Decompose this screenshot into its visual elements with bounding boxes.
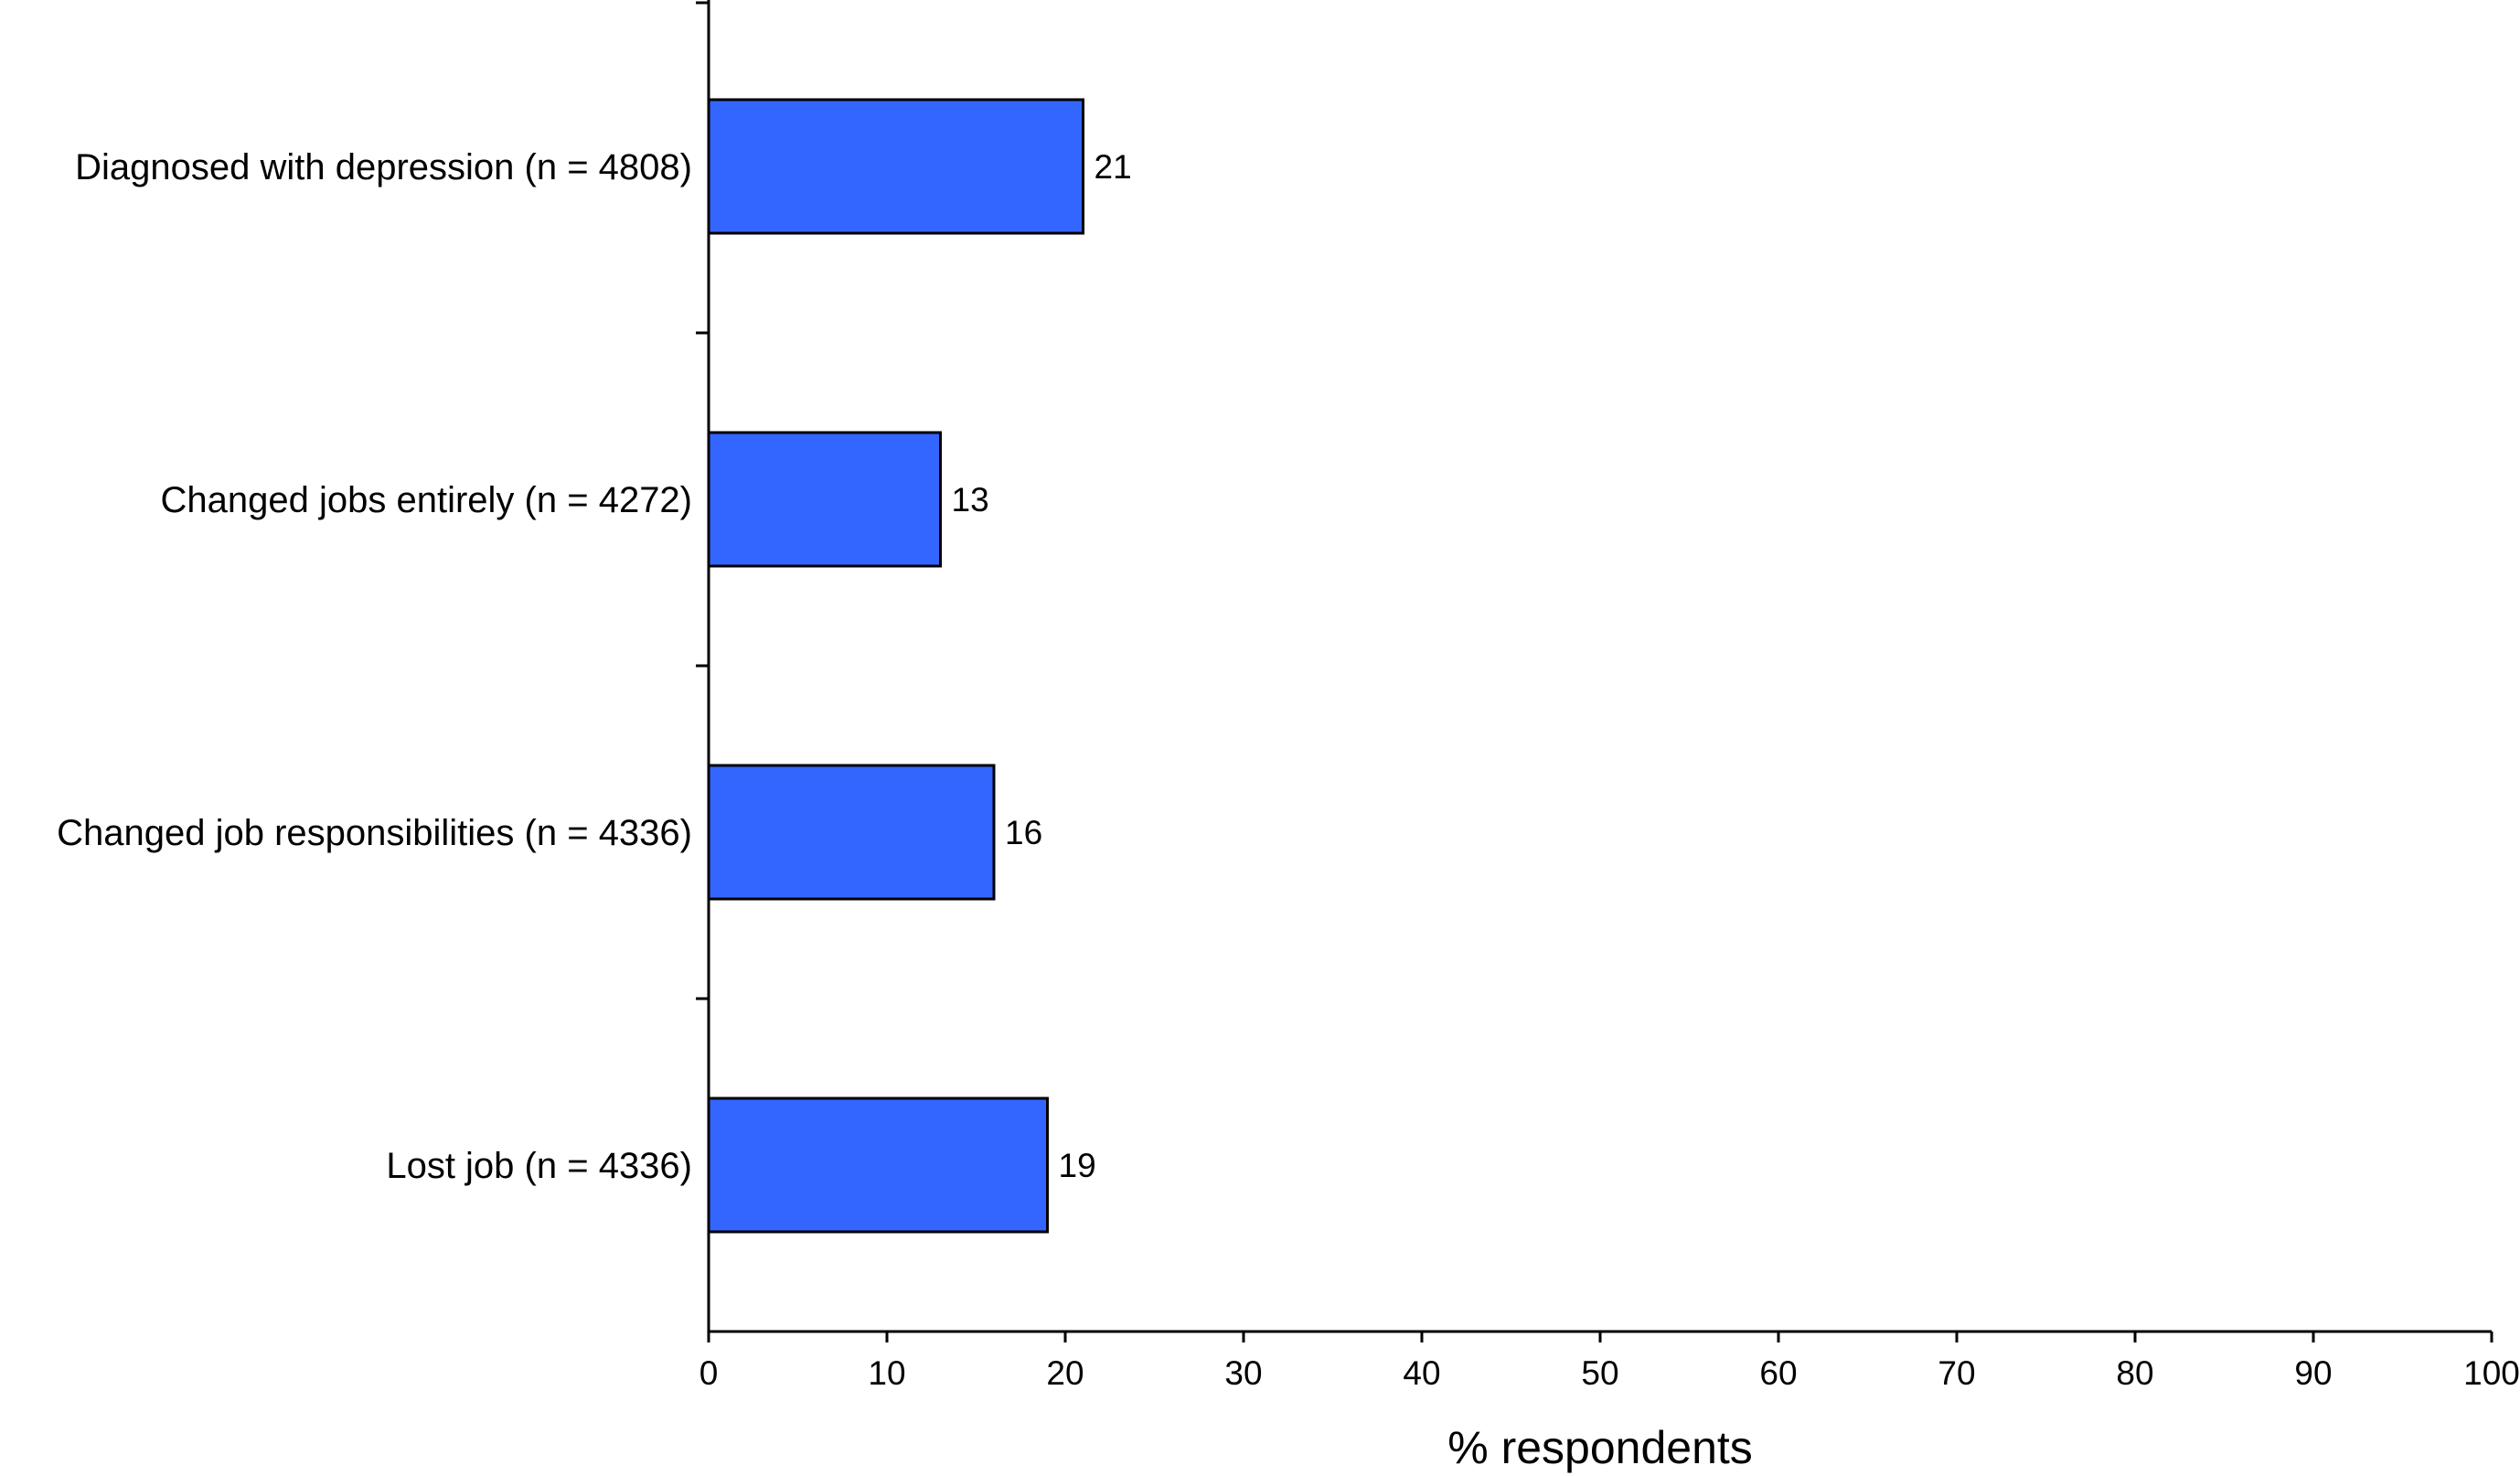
category-label: Changed jobs entirely (n = 4272) — [161, 480, 692, 520]
bar — [707, 431, 942, 568]
x-tick-label: 30 — [1224, 1354, 1262, 1392]
y-ticks — [696, 1, 709, 1000]
bar-value-label: 16 — [1005, 814, 1042, 851]
category-label: Lost job (n = 4336) — [386, 1146, 692, 1186]
value-labels: 21 13 16 19 — [952, 148, 1132, 1184]
x-tick-label: 60 — [1759, 1354, 1797, 1392]
x-ticks: 0 10 20 30 40 50 60 70 80 90 100 — [699, 1332, 2520, 1392]
x-tick-label: 70 — [1938, 1354, 1975, 1392]
x-tick-label: 0 — [699, 1354, 719, 1392]
category-label: Diagnosed with depression (n = 4808) — [75, 147, 692, 187]
bar — [707, 1096, 1049, 1234]
bar-value-label: 13 — [952, 481, 989, 519]
x-tick-label: 50 — [1581, 1354, 1618, 1392]
bar — [707, 764, 996, 901]
x-tick-label: 100 — [2463, 1354, 2520, 1392]
x-tick-label: 10 — [868, 1354, 905, 1392]
category-label: Changed job responsibilities (n = 4336) — [57, 813, 692, 853]
bars-layer — [707, 98, 1084, 1234]
x-tick-label: 80 — [2116, 1354, 2153, 1392]
bar-value-label: 21 — [1094, 148, 1132, 186]
x-axis-title: % respondents — [1447, 1422, 1753, 1473]
x-tick-label: 40 — [1403, 1354, 1440, 1392]
x-tick-label: 90 — [2294, 1354, 2332, 1392]
bar — [707, 98, 1084, 235]
bar-value-label: 19 — [1059, 1147, 1096, 1184]
category-labels: Diagnosed with depression (n = 4808) Chan… — [57, 147, 692, 1186]
x-tick-label: 20 — [1046, 1354, 1084, 1392]
